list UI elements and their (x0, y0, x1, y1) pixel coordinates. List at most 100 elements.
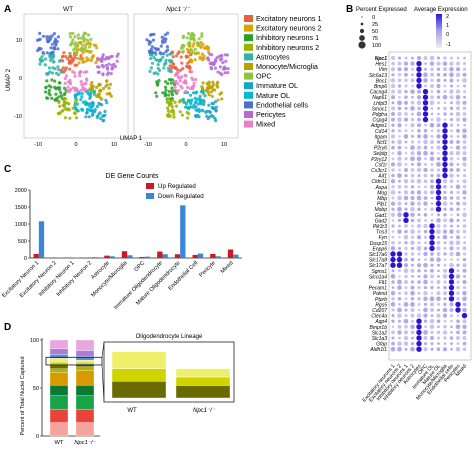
umap-point (148, 69, 152, 73)
umap-point (167, 69, 171, 73)
umap-point (226, 71, 230, 75)
umap-point (63, 116, 67, 120)
umap-point (189, 60, 193, 64)
dot (390, 346, 396, 352)
umap-point (47, 84, 51, 88)
legend-swatch (244, 15, 253, 22)
dot (417, 89, 421, 94)
umap-point (84, 81, 88, 86)
umap-point (73, 112, 77, 116)
gene-label: Vim (378, 67, 387, 73)
dot (411, 224, 414, 228)
dot (416, 77, 422, 84)
dot (456, 330, 460, 335)
dot (424, 207, 427, 211)
dot (437, 286, 440, 289)
bar (86, 257, 92, 258)
umap-point (201, 81, 205, 85)
dot (462, 190, 467, 195)
dot (423, 262, 428, 268)
dot (442, 139, 448, 145)
dot (463, 95, 466, 99)
dot (449, 106, 454, 111)
gene-label: Pdgfra (372, 112, 387, 118)
dot (429, 296, 435, 302)
dot (410, 145, 415, 150)
umap-point (181, 97, 185, 101)
umap-point (62, 51, 66, 55)
dot (391, 123, 395, 127)
dot (456, 258, 460, 262)
dot (397, 184, 402, 189)
dot (435, 206, 442, 212)
dot (404, 229, 408, 234)
dot (442, 161, 448, 168)
panel-d: Percent of Total Nuclei Captured 0 50 100 W… (20, 334, 235, 446)
dot (449, 251, 454, 257)
dot (397, 129, 402, 133)
dot (443, 285, 447, 290)
dot (404, 112, 408, 116)
bar (174, 254, 181, 258)
dot (391, 151, 395, 155)
umap-point (200, 99, 204, 103)
dot (436, 257, 441, 262)
dot (416, 150, 422, 156)
dot (442, 150, 448, 156)
umap-point (110, 54, 114, 59)
dot (403, 234, 409, 240)
umap-point (74, 116, 79, 120)
dot (430, 336, 434, 340)
umap-point (45, 79, 49, 83)
umap-point (73, 102, 77, 106)
dot (416, 235, 422, 240)
dot (423, 274, 428, 279)
dot (404, 224, 408, 228)
umap-point (190, 70, 194, 74)
umap-point (162, 52, 166, 56)
umap-point (92, 43, 96, 47)
umap-point (170, 86, 174, 90)
dot (449, 240, 454, 246)
dot (456, 201, 460, 206)
umap-point (173, 100, 177, 104)
umap-point (38, 31, 42, 35)
bar (227, 249, 234, 258)
dot (410, 341, 415, 346)
legend-label: Mixed (256, 120, 275, 129)
dot (442, 94, 448, 100)
umap-xtick: 0 (74, 142, 77, 148)
gene-label: Mobp (374, 207, 387, 213)
umap-point (201, 90, 205, 94)
stack-segment (49, 364, 69, 369)
dot (449, 308, 454, 312)
dot (422, 100, 429, 106)
dot (430, 207, 434, 212)
dot (390, 274, 396, 279)
umap-point (45, 51, 49, 55)
dot (455, 301, 461, 308)
gene-label: Bnc1 (376, 78, 388, 84)
umap-point (52, 60, 56, 64)
umap-point (53, 67, 57, 71)
dot (430, 280, 434, 284)
dot (410, 89, 415, 94)
dot (436, 117, 441, 122)
umap-point (149, 53, 154, 57)
dot (435, 195, 442, 201)
umap-point (53, 37, 58, 41)
gene-label: Csf1r (375, 162, 387, 168)
size-legend-dot (359, 35, 365, 41)
dot (410, 257, 415, 262)
umap-point (154, 58, 158, 62)
umap-point (85, 111, 89, 115)
dot (404, 146, 408, 150)
dot (417, 308, 421, 312)
dot (416, 156, 422, 162)
umap-point (50, 71, 55, 75)
umap-point (43, 63, 47, 67)
dot (416, 190, 422, 195)
dot (391, 117, 395, 122)
dot (456, 84, 460, 88)
dot (436, 140, 441, 144)
